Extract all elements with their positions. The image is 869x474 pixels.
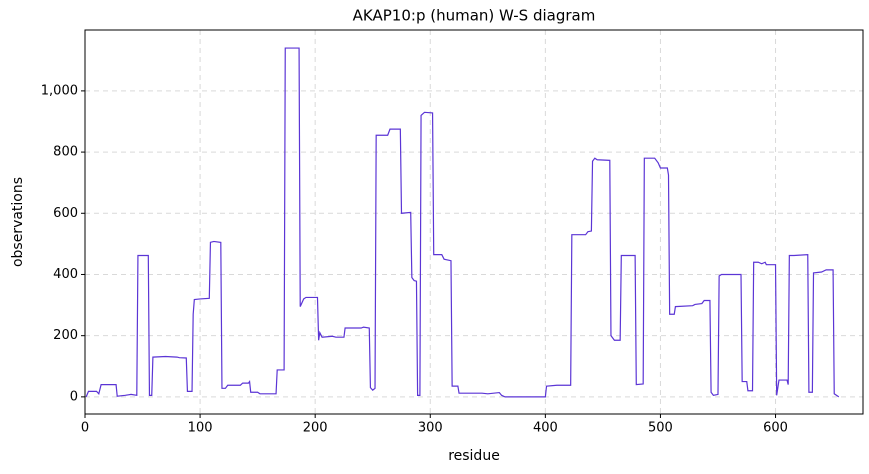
x-tick-label: 600 <box>763 421 788 436</box>
y-tick-label: 0 <box>70 389 78 404</box>
y-tick-label: 400 <box>53 267 78 282</box>
y-tick-label: 800 <box>53 145 78 160</box>
x-tick-label: 0 <box>81 421 89 436</box>
x-tick-label: 200 <box>303 421 328 436</box>
y-tick-label: 1,000 <box>41 83 78 98</box>
x-axis-label: residue <box>448 448 500 464</box>
y-tick-label: 200 <box>53 328 78 343</box>
y-tick-label: 600 <box>53 206 78 221</box>
x-tick-label: 300 <box>418 421 443 436</box>
x-tick-label: 100 <box>188 421 213 436</box>
x-tick-label: 500 <box>648 421 673 436</box>
plot-frame <box>84 29 864 415</box>
data-line <box>85 47 840 398</box>
y-axis-label: observations <box>10 177 26 267</box>
x-tick-label: 400 <box>533 421 558 436</box>
chart-title: AKAP10:p (human) W-S diagram <box>353 7 596 25</box>
